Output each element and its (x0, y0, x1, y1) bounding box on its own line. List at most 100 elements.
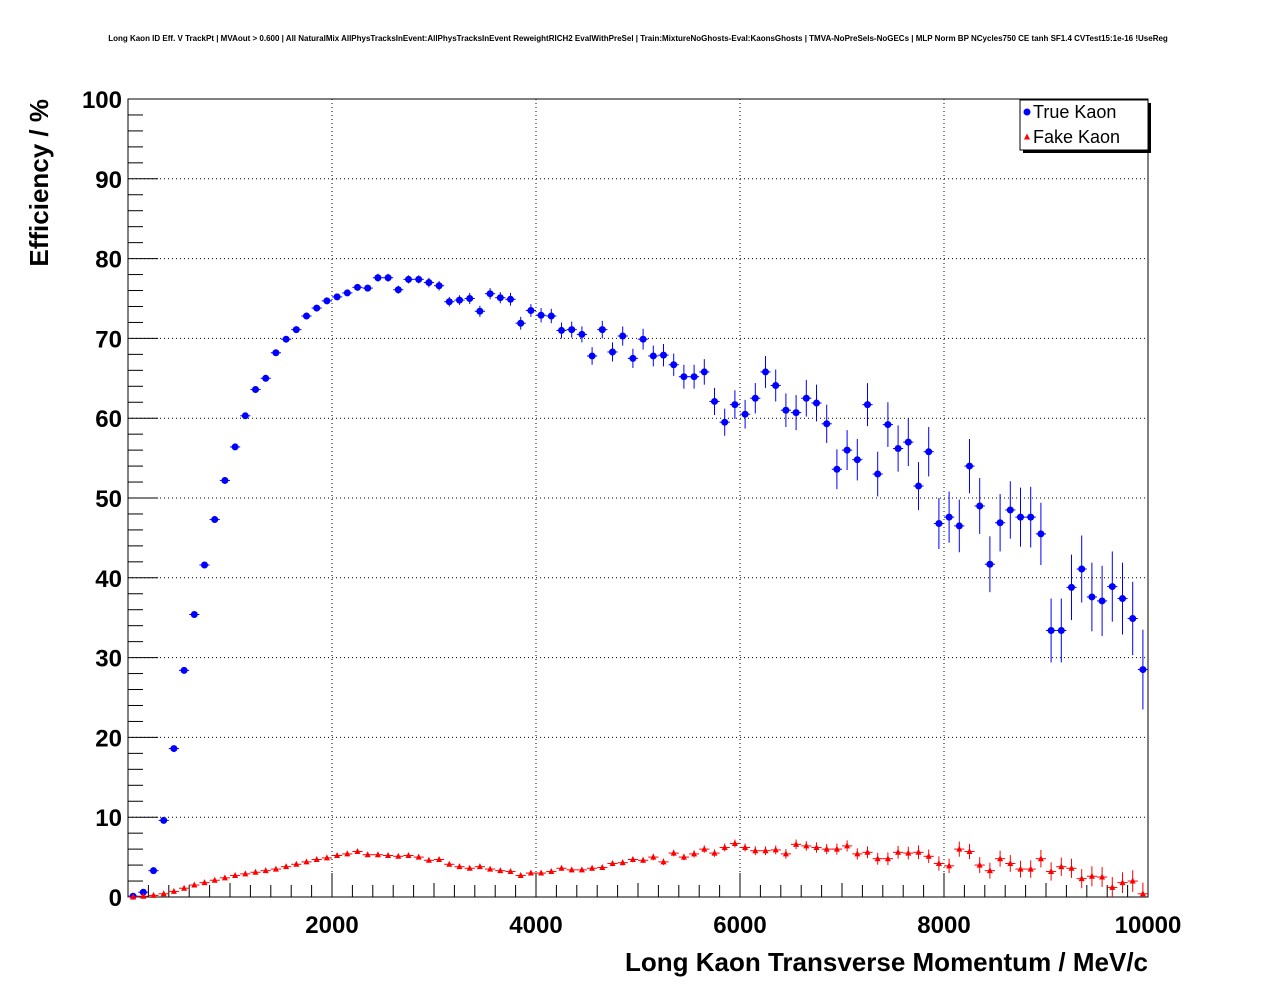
data-point (262, 867, 269, 874)
data-point (405, 275, 412, 283)
data-point (843, 446, 851, 454)
data-point (1048, 867, 1055, 874)
data-point (619, 332, 627, 340)
data-point (558, 326, 565, 334)
data-point (181, 884, 188, 891)
y-tick-label: 40 (95, 566, 122, 593)
data-point (160, 890, 167, 897)
data-point (629, 855, 636, 862)
data-point (496, 294, 504, 302)
data-point (935, 859, 942, 866)
data-point (211, 516, 219, 524)
data-point (221, 476, 229, 484)
data-point (1099, 873, 1106, 880)
data-point (680, 853, 687, 860)
data-point (639, 335, 647, 343)
data-point (547, 312, 555, 320)
data-point (537, 311, 545, 319)
data-point (241, 412, 249, 420)
data-point (823, 845, 830, 852)
series (128, 273, 1148, 900)
data-point (334, 852, 341, 859)
data-point (670, 361, 678, 369)
x-tick-label: 10000 (1115, 912, 1182, 939)
data-point (935, 520, 943, 528)
data-point (649, 352, 657, 360)
data-point (598, 326, 606, 334)
data-point (751, 394, 759, 402)
data-point (864, 401, 871, 409)
data-point (650, 853, 657, 860)
data-point (425, 279, 433, 287)
data-point (568, 326, 576, 334)
data-point (619, 859, 626, 866)
data-point (680, 373, 688, 381)
data-point (874, 855, 881, 862)
data-point (945, 513, 953, 521)
chart-title: Long Kaon ID Eff. V TrackPt | MVAout > 0… (108, 34, 1168, 43)
data-point (721, 418, 729, 426)
data-point (1017, 865, 1024, 872)
data-point (996, 519, 1004, 527)
data-point (446, 860, 453, 867)
data-point (905, 849, 912, 856)
data-point (384, 274, 392, 282)
data-point (1007, 859, 1014, 866)
legend-marker (1023, 108, 1031, 116)
data-point (1057, 626, 1065, 634)
data-point (904, 438, 912, 446)
data-point (313, 304, 321, 312)
legend-box (1019, 99, 1149, 151)
data-point (497, 867, 504, 874)
data-point (1037, 855, 1044, 862)
grid (128, 99, 1148, 897)
data-point (955, 522, 963, 530)
y-tick-label: 80 (95, 247, 122, 274)
data-point (527, 306, 535, 314)
data-point (1078, 875, 1085, 882)
data-point (180, 666, 188, 674)
data-point (731, 840, 738, 847)
data-point (272, 349, 280, 357)
data-point (1098, 597, 1106, 605)
data-point (966, 462, 973, 470)
data-point (344, 850, 351, 857)
data-point (792, 409, 800, 417)
data-point (956, 845, 963, 852)
data-point (609, 859, 616, 866)
data-point (130, 893, 137, 900)
data-point (170, 745, 178, 753)
y-tick-label: 10 (95, 805, 122, 832)
data-point (231, 443, 239, 451)
data-point (752, 847, 759, 854)
data-point (354, 283, 361, 291)
data-point (925, 852, 932, 859)
data-point (282, 335, 290, 343)
data-point (742, 844, 749, 851)
data-point (833, 465, 841, 473)
data-point (466, 864, 473, 871)
data-point (313, 855, 320, 862)
data-point (578, 866, 585, 873)
data-point (894, 445, 902, 453)
data-point (854, 850, 861, 857)
ticks: 2000 4000 6000 8000 10000 0 10 20 30 40 50 60 70 80 90… (82, 87, 1181, 939)
data-point (1058, 863, 1065, 870)
data-point (395, 852, 402, 859)
data-point (374, 851, 381, 858)
data-point (527, 869, 534, 876)
data-point (283, 863, 290, 870)
data-point (323, 297, 331, 305)
data-point (272, 865, 279, 872)
data-point (813, 844, 820, 851)
data-point (793, 840, 800, 847)
data-point (191, 881, 198, 888)
data-point (731, 401, 739, 409)
y-tick-label: 70 (95, 326, 122, 353)
data-point (201, 561, 208, 569)
legend-marker (1024, 133, 1030, 140)
data-point (823, 420, 831, 428)
data-point (895, 848, 902, 855)
data-point (599, 863, 606, 870)
